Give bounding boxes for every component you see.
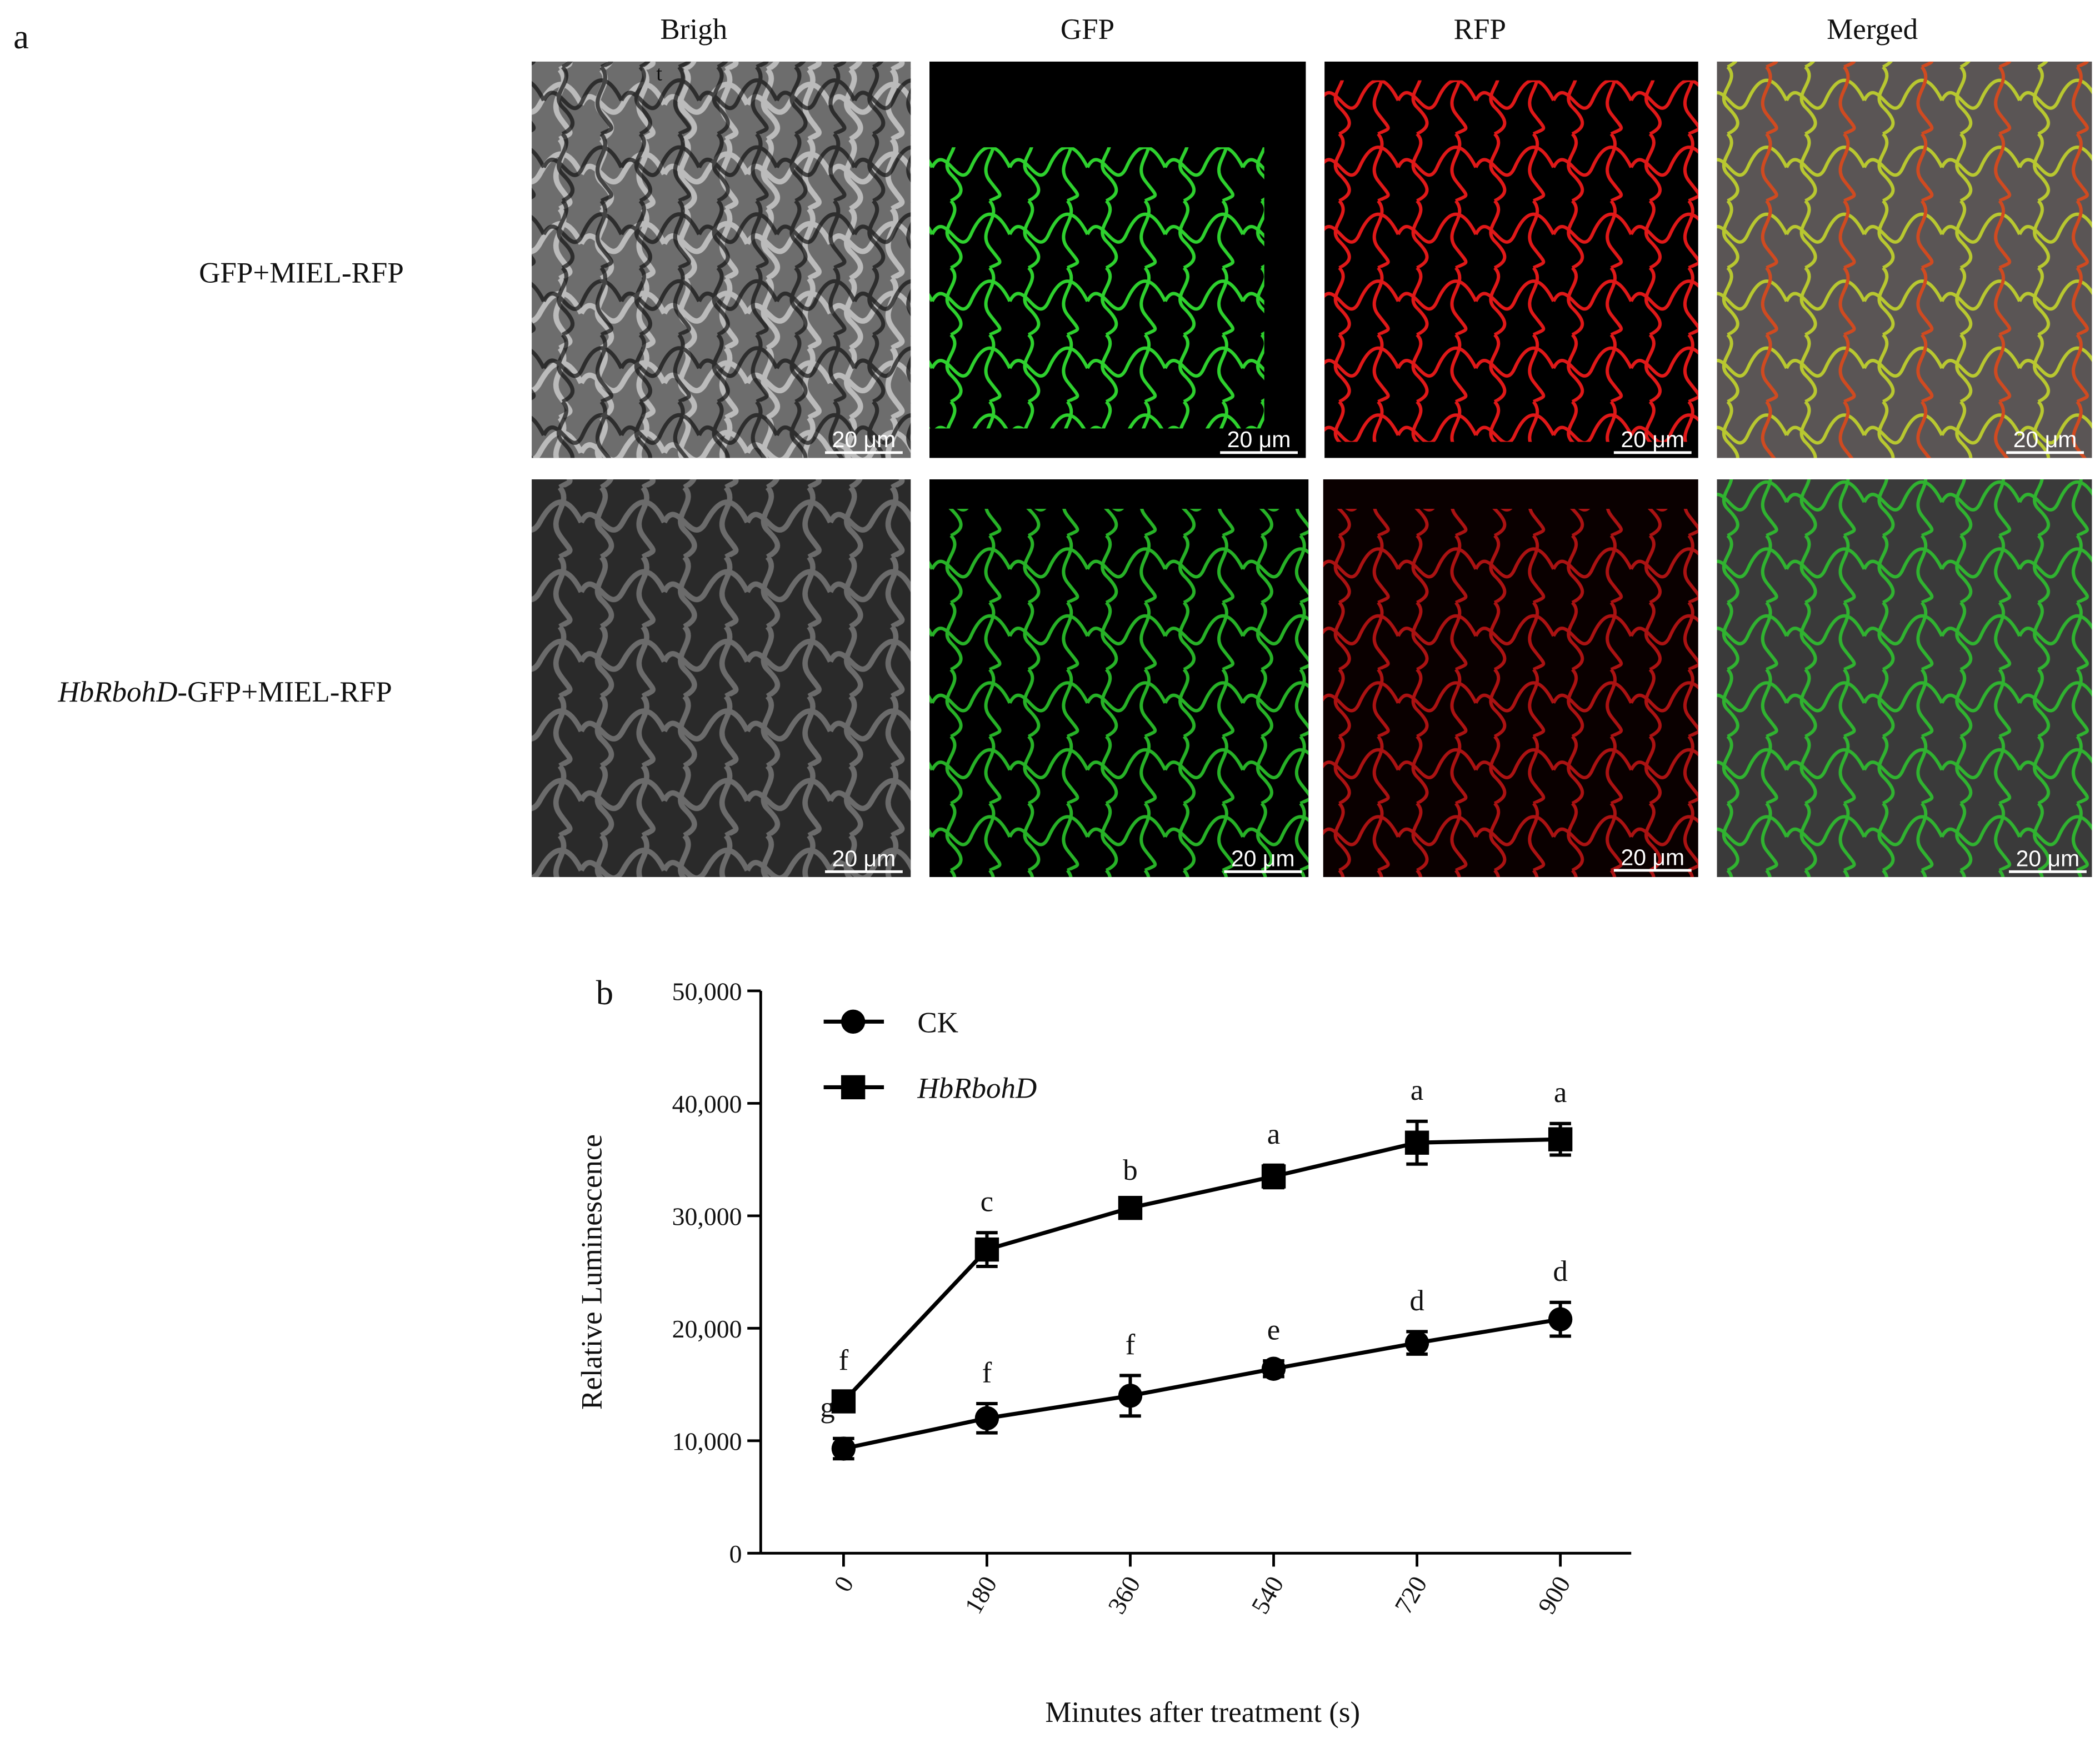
cell-walls bbox=[1323, 509, 1698, 877]
marker-square bbox=[1261, 1164, 1286, 1189]
significance-letter: c bbox=[981, 1186, 994, 1218]
panel-letter: b bbox=[596, 973, 613, 1012]
marker-circle bbox=[974, 1406, 999, 1431]
significance-letter: e bbox=[1267, 1314, 1281, 1346]
scale-bar-label: 20 μm bbox=[1621, 427, 1684, 452]
cell-walls bbox=[532, 61, 911, 458]
y-tick-label: 20,000 bbox=[672, 1315, 742, 1343]
scale-bars: 20 μm 20 μm 20 μm 20 μm 20 μm 20 μm 20 μm 20 μm bbox=[825, 427, 2087, 873]
significance-letter: a bbox=[1267, 1118, 1281, 1150]
legend-marker bbox=[841, 1009, 866, 1034]
significance-letter: d bbox=[1409, 1285, 1424, 1317]
scale-bar-label: 20 μm bbox=[2013, 427, 2077, 452]
significance-letter: f bbox=[1126, 1329, 1136, 1361]
scale-bar-label: 20 μm bbox=[1231, 846, 1295, 871]
legend-marker bbox=[841, 1075, 866, 1100]
y-tick-label: 50,000 bbox=[672, 978, 742, 1006]
marker-circle bbox=[831, 1436, 856, 1461]
x-tick-label: 180 bbox=[959, 1571, 1003, 1619]
micrograph-row bbox=[532, 61, 2092, 458]
y-tick-label: 30,000 bbox=[672, 1203, 742, 1231]
cell-walls bbox=[1717, 479, 2092, 877]
cell-walls bbox=[929, 509, 1309, 877]
marker-circle bbox=[1118, 1384, 1143, 1408]
cell-walls bbox=[929, 147, 1264, 429]
scale-bar-label: 20 μm bbox=[1621, 844, 1684, 870]
marker-square bbox=[831, 1389, 856, 1414]
significance-letter: a bbox=[1554, 1076, 1567, 1109]
row-label: HbRbohD-GFP+MIEL-RFP bbox=[57, 676, 392, 708]
marker-square bbox=[974, 1237, 999, 1262]
legend-label: CK bbox=[917, 1007, 958, 1039]
x-tick-label: 720 bbox=[1389, 1571, 1433, 1619]
significance-letter: d bbox=[1553, 1255, 1568, 1288]
significance-letter: a bbox=[1411, 1074, 1424, 1106]
row-label-text: GFP+MIEL-RFP bbox=[199, 257, 404, 289]
row-label: GFP+MIEL-RFP bbox=[199, 257, 404, 289]
header-overflow: t bbox=[656, 62, 662, 86]
cell-walls bbox=[532, 479, 911, 877]
marker-circle bbox=[1404, 1330, 1429, 1355]
y-tick-label: 40,000 bbox=[672, 1090, 742, 1118]
series-line bbox=[843, 1317, 1561, 1451]
y-tick-label: 0 bbox=[729, 1540, 742, 1568]
significance-letter: b bbox=[1123, 1154, 1138, 1186]
marker-square bbox=[1118, 1195, 1143, 1220]
panel-letter: a bbox=[13, 17, 29, 56]
column-header: GFP bbox=[1061, 13, 1114, 46]
x-axis-title: Minutes after treatment (s) bbox=[1045, 1696, 1360, 1729]
marker-square bbox=[1404, 1130, 1429, 1155]
scale-bar-label: 20 μm bbox=[832, 846, 896, 871]
series-line bbox=[842, 1137, 1561, 1403]
significance-letter: f bbox=[839, 1344, 849, 1376]
marker-square bbox=[1548, 1127, 1573, 1151]
column-header: Brigh bbox=[660, 13, 727, 46]
scale-bar-label: 20 μm bbox=[1227, 427, 1291, 452]
micrograph-row bbox=[532, 479, 2092, 877]
significance-letter: f bbox=[982, 1356, 992, 1389]
x-tick-label: 900 bbox=[1532, 1571, 1576, 1619]
cell-walls bbox=[1717, 61, 2092, 458]
y-tick-label: 10,000 bbox=[672, 1428, 742, 1456]
scale-bar-label: 20 μm bbox=[832, 427, 896, 452]
column-header: Merged bbox=[1827, 13, 1918, 46]
row-label-text: -GFP+MIEL-RFP bbox=[177, 676, 392, 708]
gene-name: HbRbohD bbox=[57, 676, 177, 708]
cell-walls bbox=[1324, 80, 1698, 442]
x-tick-label: 360 bbox=[1102, 1571, 1146, 1619]
scale-bar-label: 20 μm bbox=[2016, 846, 2080, 871]
marker-circle bbox=[1261, 1356, 1286, 1381]
x-tick-label: 0 bbox=[828, 1571, 859, 1596]
x-tick-label: 540 bbox=[1246, 1571, 1289, 1619]
column-header: RFP bbox=[1454, 13, 1506, 46]
y-axis-title: Relative Luminescence bbox=[576, 1134, 608, 1410]
marker-circle bbox=[1548, 1307, 1573, 1331]
legend-label: HbRbohD bbox=[917, 1073, 1037, 1105]
